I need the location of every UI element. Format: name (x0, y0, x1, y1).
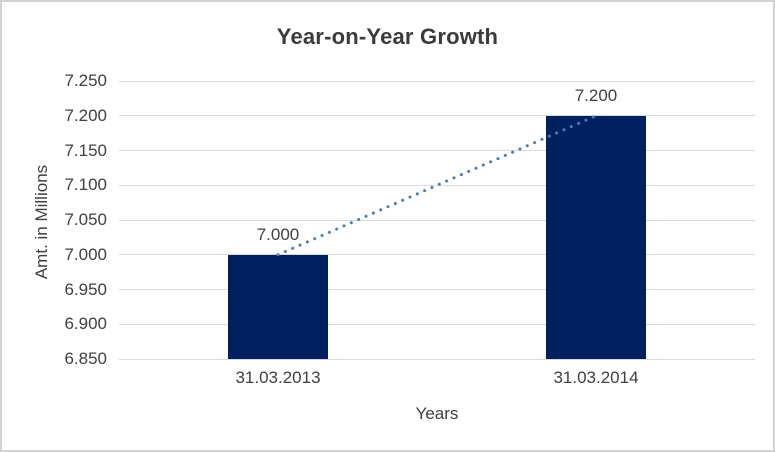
y-tick-label: 6.950 (64, 279, 107, 299)
gridline (119, 115, 755, 117)
y-tick-label: 6.900 (64, 314, 107, 334)
x-tick-label: 31.03.2013 (235, 368, 321, 387)
y-tick-label: 7.050 (64, 210, 107, 229)
y-tick-label: 7.100 (64, 175, 107, 195)
x-tick-label: 31.03.2014 (553, 368, 639, 387)
y-tick-label: 7.200 (64, 105, 107, 125)
gridline (119, 254, 755, 256)
trendline (276, 114, 598, 257)
y-tick-label: 7.250 (64, 71, 107, 90)
y-tick-label: 7.000 (64, 244, 107, 264)
bar (228, 254, 328, 359)
bar-data-label: 7.200 (574, 85, 618, 105)
chart-title: Year-on-Year Growth (276, 24, 499, 49)
gridline (119, 184, 755, 186)
gridline (119, 323, 755, 325)
bar-data-label: 7.000 (256, 224, 300, 244)
gridline (119, 219, 755, 221)
gridline (119, 150, 755, 151)
y-tick-label: 6.850 (64, 349, 107, 368)
gridline (119, 358, 755, 360)
gridline (119, 80, 755, 82)
y-tick-label: 7.150 (64, 140, 107, 160)
plot-area (119, 80, 755, 360)
x-axis-title: Years (415, 404, 459, 423)
bar (546, 115, 646, 359)
gridline (119, 289, 755, 290)
